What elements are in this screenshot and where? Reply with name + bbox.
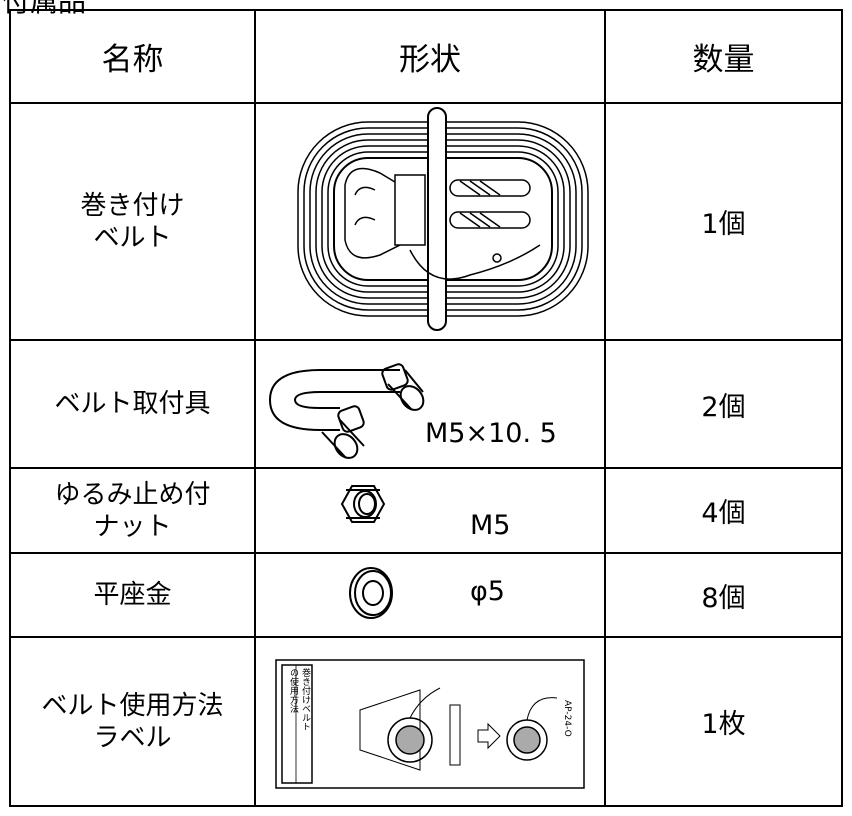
- item-quantity: 8個: [701, 582, 746, 614]
- item-name: ゆるみ止め付 ナット: [54, 479, 211, 542]
- shape-dimension: M5: [470, 510, 511, 541]
- item-quantity: 1個: [701, 209, 746, 240]
- nut-illustration: [340, 485, 386, 523]
- item-quantity: 4個: [701, 498, 746, 529]
- header-cell: 形状: [399, 42, 461, 78]
- item-name: 巻き付け ベルト: [80, 190, 185, 253]
- shape-dimension: M5×10. 5: [425, 418, 557, 449]
- belt-illustration: [297, 107, 589, 331]
- item-name: 平座金: [93, 580, 172, 610]
- shape-dimension: φ5: [470, 576, 505, 607]
- header-cell: 名称: [101, 42, 164, 78]
- label-sheet-code: AP-24-O: [562, 700, 572, 737]
- washer-illustration: [349, 567, 393, 619]
- item-name: ベルト取付具: [54, 389, 211, 419]
- item-quantity: 2個: [701, 391, 746, 423]
- label-sheet-title: 巻き付けベルト の使用方法: [288, 668, 310, 731]
- u-bolt-illustration: [268, 363, 425, 459]
- item-quantity: 1枚: [701, 709, 746, 740]
- item-name: ベルト使用方法 ラベル: [41, 690, 224, 753]
- header-cell: 数量: [692, 42, 755, 78]
- label-illustration: [275, 659, 585, 789]
